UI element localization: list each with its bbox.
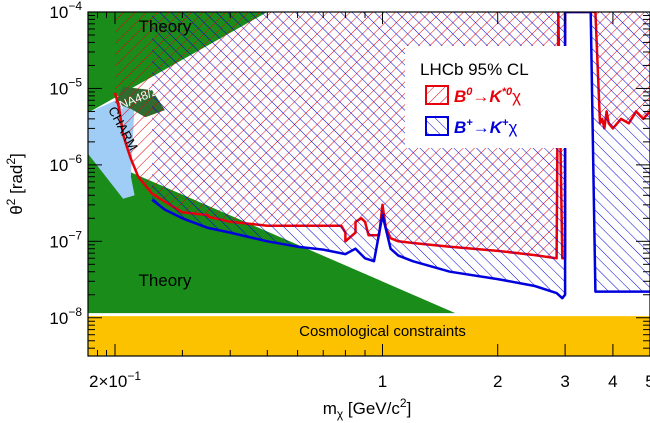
legend-label-bplus: B+→K+χ bbox=[454, 117, 517, 137]
y-axis-title: θ2 [rad2] bbox=[4, 153, 26, 215]
x-tick-label: 2×10−1 bbox=[89, 369, 141, 391]
plot-frame bbox=[87, 11, 650, 357]
axis-ticks bbox=[88, 11, 650, 356]
legend-swatch-b0 bbox=[425, 85, 449, 105]
x-tick-label: 2 bbox=[493, 372, 502, 391]
y-tick-label: 10−8 bbox=[49, 305, 82, 328]
x-tick-label: 3 bbox=[560, 372, 569, 391]
y-tick-label: 10−4 bbox=[49, 0, 82, 22]
theory-upper-label: Theory bbox=[138, 17, 191, 36]
theory-lower-label: Theory bbox=[138, 271, 191, 290]
legend: LHCb 95% CL B0→K*0χ B+→K+χ bbox=[405, 46, 583, 148]
x-axis-title: mχ [GeV/c2] bbox=[323, 396, 412, 421]
legend-swatch-bplus bbox=[425, 116, 449, 136]
x-tick-label: 4 bbox=[608, 372, 617, 391]
legend-title: LHCb 95% CL bbox=[420, 60, 529, 79]
legend-label-b0: B0→K*0χ bbox=[454, 86, 521, 106]
series-line-bplus-kplus-chi bbox=[151, 12, 650, 300]
region-cosmo bbox=[88, 316, 650, 356]
x-tick-label: 5 bbox=[645, 372, 650, 391]
y-tick-label: 10−7 bbox=[49, 228, 82, 251]
axis-tick-labels: 2×10−1 1 2 3 4 5 10−8 10−7 10−6 10−5 10−4 bbox=[49, 0, 650, 391]
y-tick-label: 10−6 bbox=[49, 152, 82, 175]
cosmo-label: Cosmological constraints bbox=[299, 323, 466, 340]
y-tick-label: 10−5 bbox=[49, 75, 82, 98]
x-tick-label: 1 bbox=[378, 372, 387, 391]
